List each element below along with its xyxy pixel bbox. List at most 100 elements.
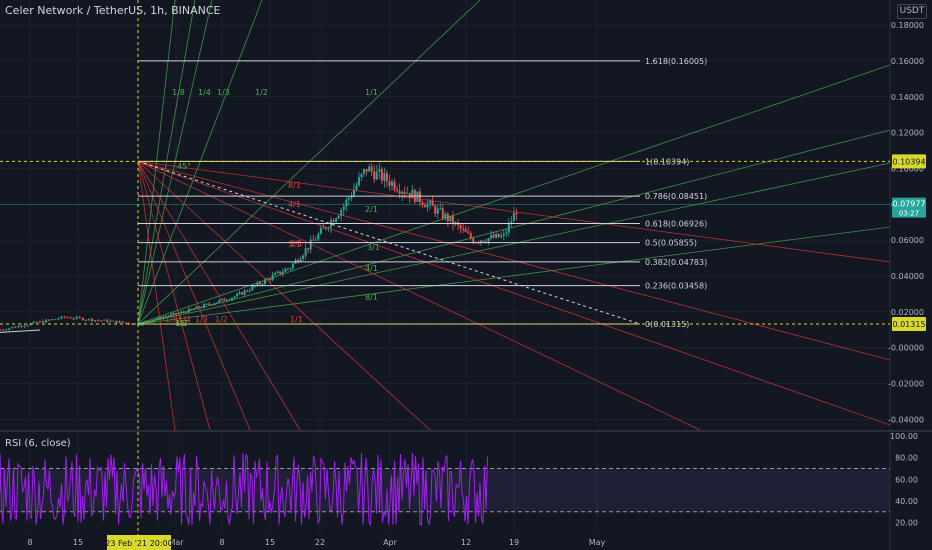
gann-label: 1/2 (215, 315, 228, 324)
time-axis-tick: 12 (461, 538, 471, 547)
gann-line-green (137, 129, 891, 325)
candle-body (490, 235, 493, 239)
candle-body (302, 255, 305, 260)
gann-label: 8/1 (365, 293, 378, 302)
price-axis-tick: -0.04000 (888, 415, 924, 424)
rsi-axis-tick: 20.00 (895, 519, 918, 528)
gann-line-green (137, 0, 481, 325)
candle-body (479, 240, 482, 243)
gann-line-green (137, 0, 176, 325)
gann-line-red (137, 161, 431, 431)
gann-line-red (137, 160, 891, 263)
candle-body (459, 224, 462, 229)
candle-body (436, 208, 439, 214)
candle-body (115, 320, 118, 324)
gann-label: 2/1 (290, 239, 303, 248)
candle-body (370, 166, 373, 172)
price-tag-top-bg (892, 154, 926, 169)
candle-body (360, 173, 363, 178)
candle-body (492, 235, 495, 238)
candle-body (264, 279, 266, 284)
candle-body (276, 271, 279, 274)
candle-body (500, 235, 503, 238)
price-axis-tick: 0.16000 (891, 57, 924, 66)
candle-body (256, 282, 259, 286)
candle-body (398, 191, 401, 194)
candle-body (279, 271, 282, 274)
price-axis-tick: 0.02000 (891, 308, 924, 317)
gann-label: 8/1 (288, 181, 301, 190)
candle-body (330, 220, 333, 228)
candle-body (243, 290, 246, 295)
candle-body (365, 168, 368, 172)
candle-body (451, 215, 454, 225)
candle-body (314, 239, 317, 241)
candle-body (439, 208, 442, 210)
candle-body (220, 298, 223, 301)
candle-body (251, 286, 254, 291)
candle-body (57, 318, 60, 320)
candle-body (2, 329, 5, 331)
gann-line-red (137, 161, 301, 431)
candle-body (109, 320, 112, 323)
candle-body (406, 192, 409, 194)
candle-body (350, 196, 353, 199)
candle-body (63, 316, 66, 318)
candle-body (72, 318, 75, 320)
candle-body (41, 321, 44, 323)
gann-label: 45° (175, 319, 189, 328)
candle-body (32, 321, 35, 324)
gann-line-green (137, 0, 263, 325)
candle-body (8, 328, 11, 330)
gann-label: 1/3 (217, 88, 230, 97)
candle-body (342, 206, 345, 210)
gann-label: 1/8 (165, 315, 178, 324)
candle-body (286, 268, 289, 270)
price-tag-bottom: 0.01315 (892, 320, 925, 329)
candle-body (373, 171, 376, 180)
candle-body (190, 308, 193, 310)
time-axis-tick: 8 (219, 538, 224, 547)
candle-body (482, 240, 485, 242)
gann-label: 1/4 (178, 315, 191, 324)
candle-body (431, 200, 434, 206)
candle-body (449, 215, 452, 222)
candle-body (388, 181, 391, 186)
candle-body (319, 228, 322, 234)
candle-body (312, 239, 315, 241)
currency-badge[interactable]: USDT (897, 4, 927, 19)
price-axis-tick: -0.00000 (888, 344, 924, 353)
candle-body (355, 185, 358, 190)
candle-body (424, 205, 427, 208)
candle-body (215, 302, 218, 304)
gann-label: 3/1 (367, 243, 380, 252)
gann-line-red (137, 160, 701, 431)
candle-body (162, 317, 165, 319)
candle-body (385, 173, 388, 182)
rsi-line (0, 452, 488, 527)
price-tag-current: 0.07977 (892, 200, 925, 209)
candle-body (469, 233, 472, 239)
candle-body (54, 319, 57, 321)
candle-body (444, 213, 447, 219)
candle-body (45, 319, 47, 323)
time-axis-tick: Mar (168, 538, 184, 547)
candle-body (304, 248, 307, 256)
rsi-band-fill (0, 468, 890, 512)
candle-body (324, 227, 327, 229)
candle-body (337, 216, 340, 219)
candle-body (26, 325, 29, 327)
candle-body (467, 231, 470, 234)
candle-body (495, 233, 498, 238)
candle-body (393, 181, 396, 190)
candle-body (172, 313, 175, 315)
gann-line-red (137, 161, 251, 431)
gann-fan-red (137, 160, 891, 431)
candle-body (0, 329, 1, 331)
candle-body (289, 268, 292, 270)
gann-label: 1/8 (172, 88, 185, 97)
gann-line-green (137, 64, 891, 325)
candle-body (380, 169, 383, 181)
candle-body (421, 202, 424, 206)
